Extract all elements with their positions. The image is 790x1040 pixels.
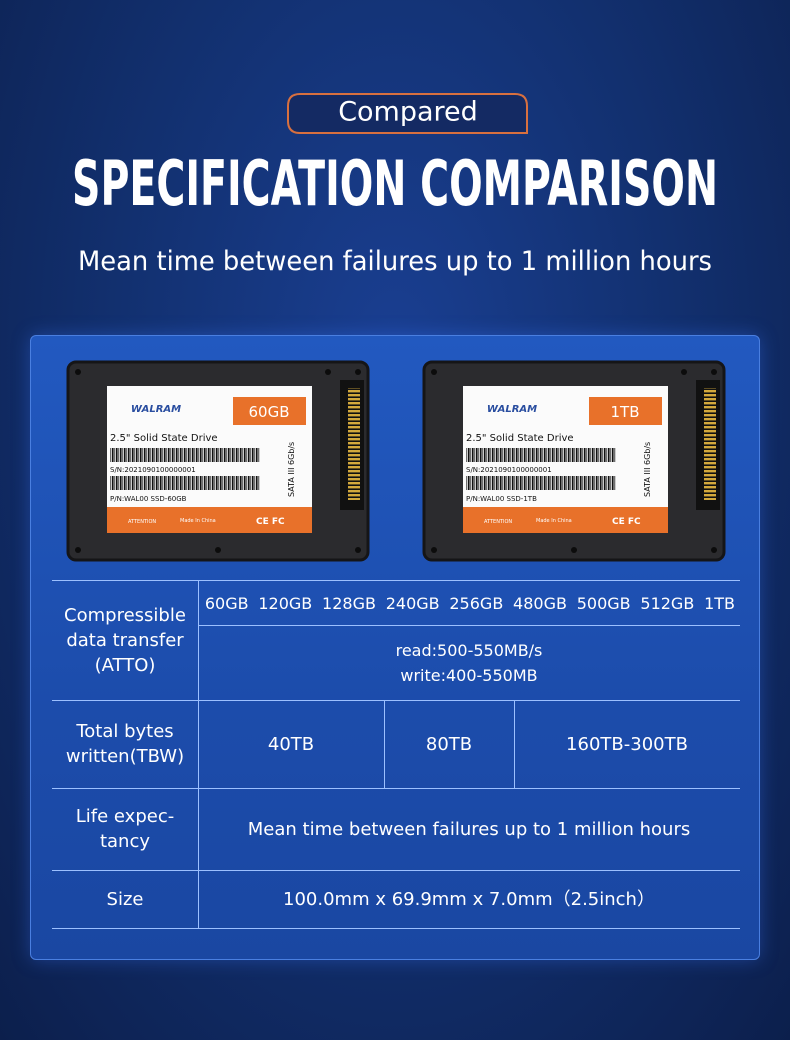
marks: CE FC [256, 517, 285, 527]
connector-pins [348, 388, 360, 500]
screw [431, 547, 437, 553]
label-line: Compressible [64, 604, 186, 626]
label-line: data transfer [66, 629, 184, 651]
label-line: Size [106, 888, 144, 910]
interface: SATA III 6Gb/s [643, 442, 652, 497]
ssd: 60GB WALRAM 2.5" Solid State Drive S/N:2021… [66, 360, 370, 562]
warning: ATTENTION [128, 519, 156, 525]
label-line: tancy [99, 831, 151, 852]
capacity: 1TB [611, 403, 640, 421]
barcode [110, 476, 260, 490]
screw [75, 369, 81, 375]
speeds: read:500-550MB/s write:400-550MB [198, 625, 740, 700]
row-label: Life expec- tancy [52, 788, 198, 870]
capacity: 60GB [248, 403, 289, 421]
label-line: Life expec- [75, 806, 175, 827]
capacity-box [589, 397, 662, 425]
header: Compared SPECIFICATION COMPARISON Mean t… [72, 93, 718, 277]
brand: WALRAM [487, 404, 537, 415]
screw [215, 547, 221, 553]
screw [571, 547, 577, 553]
barcode [466, 448, 616, 462]
connector-pins [704, 388, 716, 500]
table-line [52, 700, 740, 701]
table-line [514, 700, 515, 788]
label-line: (ATTO) [94, 654, 156, 676]
table-line [52, 928, 740, 929]
label-strip [463, 507, 668, 533]
model: 2.5" Solid State Drive [466, 433, 574, 444]
capacity: 128GB [322, 593, 376, 613]
table-line [384, 700, 385, 788]
capacity: 60GB [204, 593, 249, 613]
table-line [52, 580, 740, 581]
screw [325, 369, 331, 375]
ssd-images: 60GB WALRAM 2.5" Solid State Drive S/N:2021… [66, 360, 726, 562]
cell: 40TB [267, 733, 315, 755]
capacity: 120GB [258, 593, 313, 613]
capacity: 1TB [704, 593, 735, 613]
capacity-list: 60GB 120GB 128GB 240GB 256GB 480GB 500GB 512GB 1… [200, 582, 740, 624]
capacity: 480GB [513, 593, 567, 613]
part: P/N:WAL00 SSD-60GB [110, 495, 187, 503]
brand: WALRAM [131, 404, 181, 415]
table-line [198, 625, 740, 626]
label-line: written(TBW) [65, 746, 185, 767]
row-label: Total bytes written(TBW) [52, 700, 198, 788]
speed: read:500-550MB/s [395, 640, 543, 660]
warning: ATTENTION [484, 519, 512, 525]
row-label: Compressible data transfer (ATTO) [52, 580, 198, 700]
cell: 80TB [425, 733, 473, 755]
marks: CE FC [612, 517, 641, 527]
origin: Made In China [180, 518, 216, 524]
ssd: 1TB WALRAM 2.5" Solid State Drive S/N:20210… [422, 360, 726, 562]
capacity: 500GB [576, 593, 631, 613]
label-line: Total bytes [76, 721, 174, 742]
serial: S/N:2021090100000001 [466, 466, 552, 474]
cell: 100.0mm x 69.9mm x 7.0mm（2.5inch） [283, 888, 655, 910]
speed: write:400-550MB [400, 665, 538, 685]
barcode [110, 448, 260, 462]
screw [681, 369, 687, 375]
capacity-box [233, 397, 306, 425]
label-strip [107, 507, 312, 533]
model: 2.5" Solid State Drive [110, 433, 218, 444]
table-line [198, 580, 199, 928]
tag-frame [287, 93, 528, 134]
table-line [52, 788, 740, 789]
screw [711, 547, 717, 553]
serial: S/N:2021090100000001 [110, 466, 196, 474]
origin: Made In China [536, 518, 572, 524]
screw [355, 369, 361, 375]
row-label: Size [52, 870, 198, 928]
subtitle: Mean time between failures up to 1 milli… [78, 246, 712, 277]
screw [355, 547, 361, 553]
barcode [466, 476, 616, 490]
tag: Compared [338, 97, 478, 128]
screw [711, 369, 717, 375]
cell: 160TB-300TB [566, 733, 688, 755]
table-line [52, 870, 740, 871]
part: P/N:WAL00 SSD-1TB [466, 495, 537, 503]
title: SPECIFICATION COMPARISON [72, 147, 718, 220]
screw [75, 547, 81, 553]
interface: SATA III 6Gb/s [287, 442, 296, 497]
capacity: 240GB [385, 593, 440, 613]
screw [431, 369, 437, 375]
cell: Mean time between failures up to 1 milli… [247, 818, 691, 840]
capacity: 256GB [449, 593, 504, 613]
capacity: 512GB [640, 593, 695, 613]
